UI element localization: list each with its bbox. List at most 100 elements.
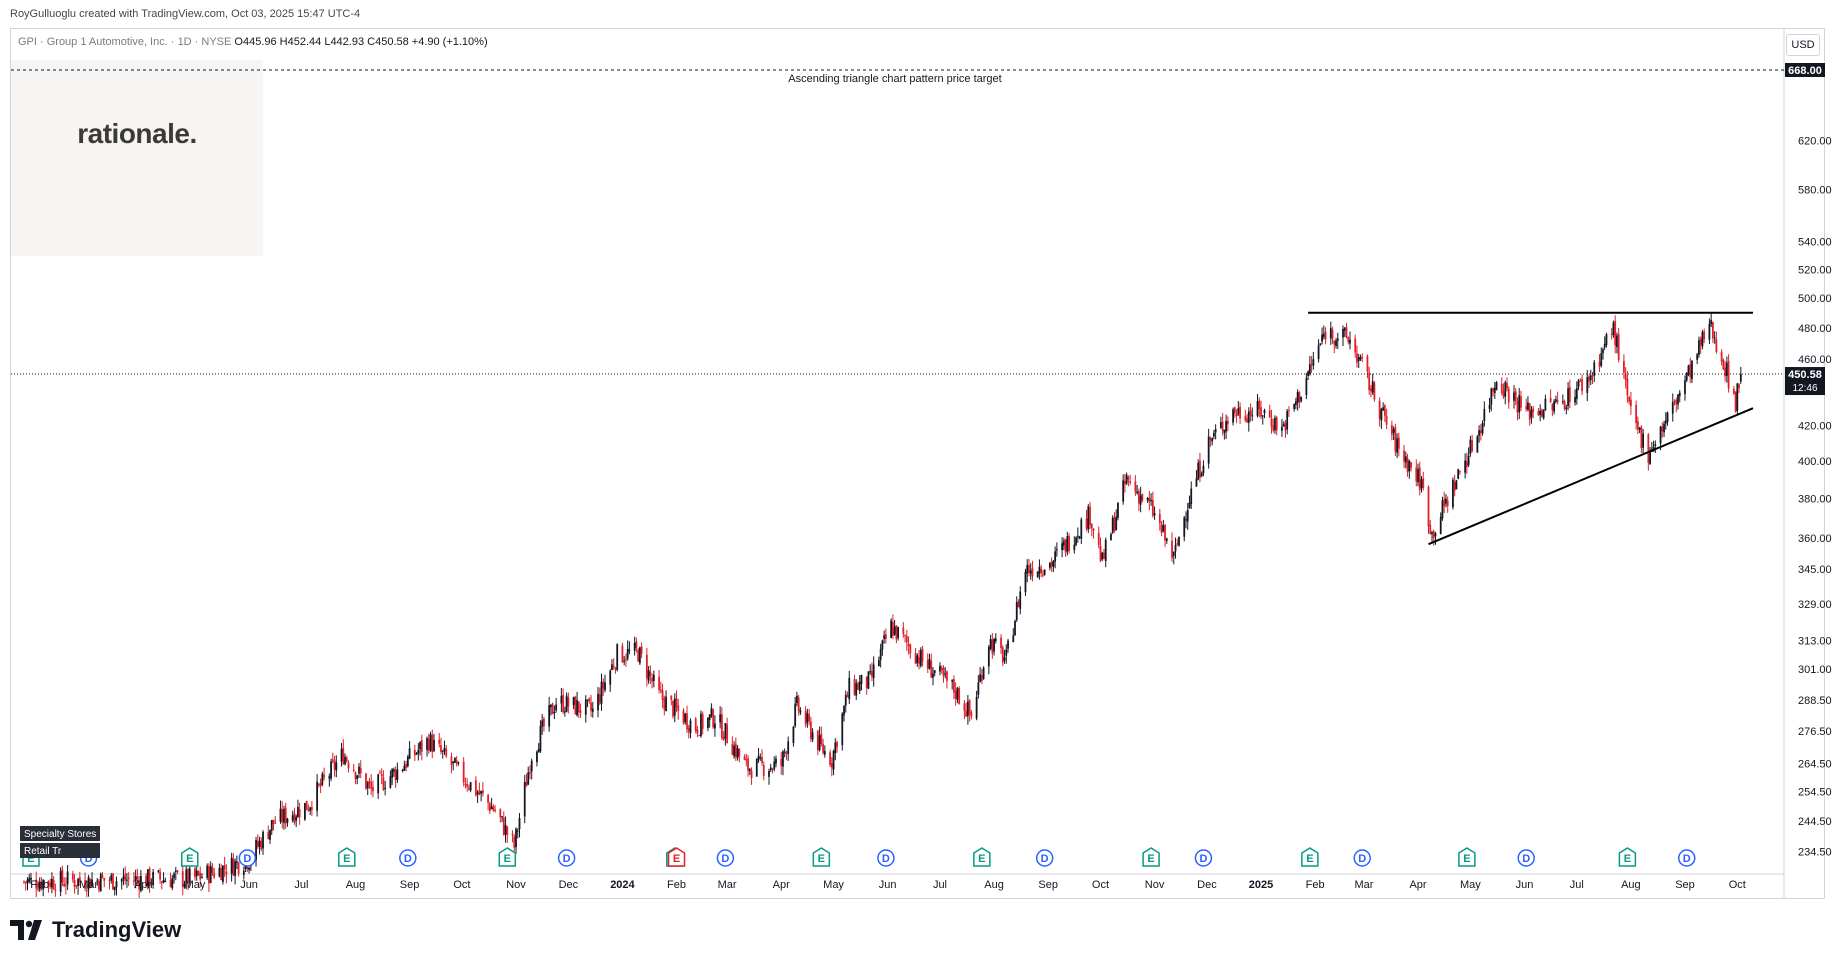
candle bbox=[661, 683, 664, 709]
candle-body bbox=[855, 683, 858, 696]
candle bbox=[1214, 424, 1217, 440]
candle-body bbox=[787, 741, 790, 754]
y-tick-label: 329.00 bbox=[1798, 599, 1832, 611]
candle bbox=[1711, 321, 1714, 344]
candle-body bbox=[673, 698, 676, 716]
candle bbox=[1446, 496, 1449, 513]
candle-body bbox=[916, 655, 919, 663]
candle-body bbox=[291, 815, 294, 821]
candle-body bbox=[890, 620, 893, 639]
candle bbox=[1410, 461, 1412, 472]
candle-body bbox=[1359, 357, 1362, 360]
candle bbox=[403, 760, 406, 771]
candle-body bbox=[1089, 506, 1091, 526]
candle bbox=[555, 698, 558, 713]
candle bbox=[1602, 347, 1604, 360]
candle bbox=[157, 869, 160, 874]
candle-body bbox=[944, 673, 947, 675]
candle bbox=[787, 736, 790, 761]
candle bbox=[101, 872, 104, 879]
candle-body bbox=[220, 867, 223, 881]
candle-body bbox=[1085, 518, 1088, 529]
candle bbox=[720, 707, 723, 740]
candle bbox=[260, 837, 263, 852]
candle bbox=[750, 767, 753, 785]
candle bbox=[1720, 349, 1723, 366]
candle-body bbox=[1226, 420, 1229, 425]
candle-body bbox=[417, 749, 420, 754]
candle-body bbox=[1183, 517, 1186, 537]
candle bbox=[232, 853, 235, 876]
candle bbox=[71, 870, 74, 883]
candle-body bbox=[396, 769, 399, 781]
candle bbox=[916, 653, 919, 667]
sector-tag-2 bbox=[20, 843, 100, 858]
candle-body bbox=[562, 694, 565, 713]
candle bbox=[1553, 399, 1556, 415]
candle-body bbox=[665, 696, 667, 712]
candle-body bbox=[30, 877, 32, 880]
candle-body bbox=[127, 877, 130, 879]
currency-button[interactable]: USD bbox=[1786, 34, 1820, 56]
candle bbox=[209, 861, 212, 884]
candle bbox=[1623, 354, 1625, 379]
candle bbox=[1165, 537, 1168, 544]
candle bbox=[761, 749, 763, 766]
candle bbox=[797, 695, 800, 716]
candle bbox=[1736, 382, 1739, 416]
candle bbox=[1272, 418, 1275, 433]
candle-body bbox=[1661, 426, 1664, 432]
candle-body bbox=[1687, 365, 1690, 375]
candle-body bbox=[145, 875, 148, 886]
candle-body bbox=[829, 752, 831, 765]
support-line bbox=[1428, 407, 1754, 546]
candle-body bbox=[513, 836, 516, 848]
candle-body bbox=[99, 873, 102, 892]
candle-body bbox=[1588, 376, 1590, 382]
candle-body bbox=[1727, 361, 1730, 389]
candle bbox=[1575, 381, 1578, 405]
candle bbox=[652, 670, 655, 688]
candle-body bbox=[1554, 399, 1557, 402]
candle bbox=[160, 880, 163, 890]
candle bbox=[1708, 318, 1711, 345]
candle-body bbox=[1551, 404, 1554, 411]
candle-body bbox=[893, 626, 896, 635]
candle bbox=[1678, 390, 1681, 403]
candle bbox=[110, 872, 113, 884]
candle-body bbox=[73, 880, 76, 887]
candle bbox=[893, 619, 896, 636]
candle-body bbox=[719, 714, 722, 723]
candle bbox=[731, 736, 734, 755]
candle-body bbox=[1080, 519, 1083, 539]
candle bbox=[1028, 558, 1030, 577]
candle-body bbox=[820, 734, 823, 745]
symbol-legend[interactable]: GPI · Group 1 Automotive, Inc. · 1D · NY… bbox=[18, 36, 488, 48]
candle bbox=[1080, 517, 1083, 545]
candle-body bbox=[1429, 524, 1432, 534]
candle-body bbox=[942, 667, 945, 676]
candle-body bbox=[1516, 400, 1519, 413]
candle-body bbox=[1012, 635, 1015, 643]
candle-body bbox=[345, 757, 348, 762]
candle-body bbox=[406, 756, 409, 767]
candle-body bbox=[256, 841, 259, 847]
candle-body bbox=[87, 876, 90, 890]
candle-body bbox=[527, 772, 530, 785]
candle-body bbox=[651, 677, 654, 682]
candle bbox=[714, 715, 716, 737]
candle-body bbox=[1322, 333, 1325, 337]
candle-body bbox=[85, 890, 88, 892]
candle bbox=[24, 881, 27, 891]
candle bbox=[762, 761, 765, 781]
candle-body bbox=[879, 648, 882, 660]
dividend-marker-letter: D bbox=[721, 853, 729, 865]
x-tick-label: Apr bbox=[773, 879, 790, 891]
candle-body bbox=[377, 774, 380, 794]
candle bbox=[78, 872, 81, 886]
candle bbox=[1048, 561, 1051, 571]
candle bbox=[921, 645, 924, 667]
candle-body bbox=[867, 671, 870, 689]
candle-body bbox=[858, 682, 861, 691]
